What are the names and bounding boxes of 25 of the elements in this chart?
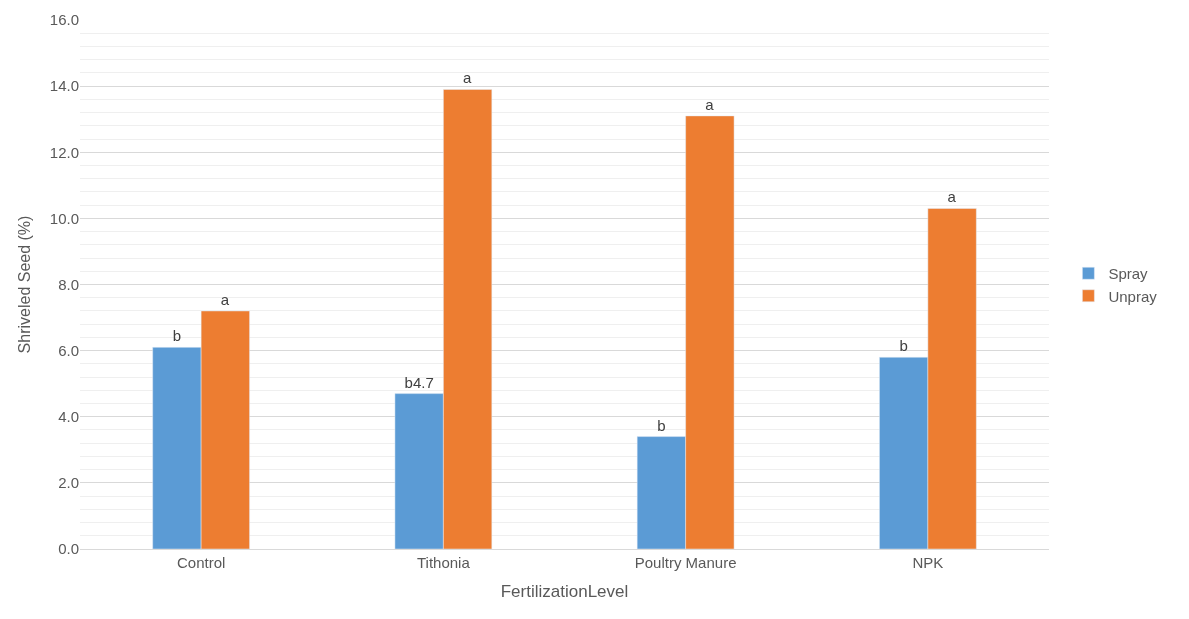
y-tick-label: 14.0 bbox=[49, 77, 79, 95]
x-tick-label: Tithonia bbox=[416, 554, 471, 571]
data-label: b bbox=[657, 416, 666, 434]
data-label: a bbox=[947, 188, 957, 206]
x-tick-label: Poultry Manure bbox=[634, 554, 737, 571]
data-label: a bbox=[220, 290, 230, 308]
y-tick-label: 8.0 bbox=[58, 275, 79, 293]
y-axis-title: Shriveled Seed (%) bbox=[15, 215, 33, 354]
y-tick-label: 0.0 bbox=[58, 540, 79, 558]
legend-label: Unpray bbox=[1108, 287, 1158, 305]
data-label: b bbox=[899, 337, 908, 355]
data-label: b4.7 bbox=[404, 373, 434, 391]
y-tick-label: 10.0 bbox=[49, 209, 79, 227]
y-tick-label: 12.0 bbox=[49, 143, 79, 161]
y-tick-label: 2.0 bbox=[58, 474, 79, 492]
data-label: a bbox=[463, 69, 473, 87]
data-label: a bbox=[705, 95, 715, 113]
x-axis-title: FertilizationLevel bbox=[500, 582, 629, 602]
data-label: b bbox=[172, 327, 182, 345]
y-tick-label: 6.0 bbox=[58, 341, 79, 359]
x-tick-label: Control bbox=[176, 554, 226, 571]
y-tick-label: 4.0 bbox=[58, 408, 79, 425]
y-tick-label: 16.0 bbox=[49, 11, 79, 29]
x-tick-label: NPK bbox=[912, 554, 944, 571]
legend-label: Spray bbox=[1108, 265, 1149, 283]
